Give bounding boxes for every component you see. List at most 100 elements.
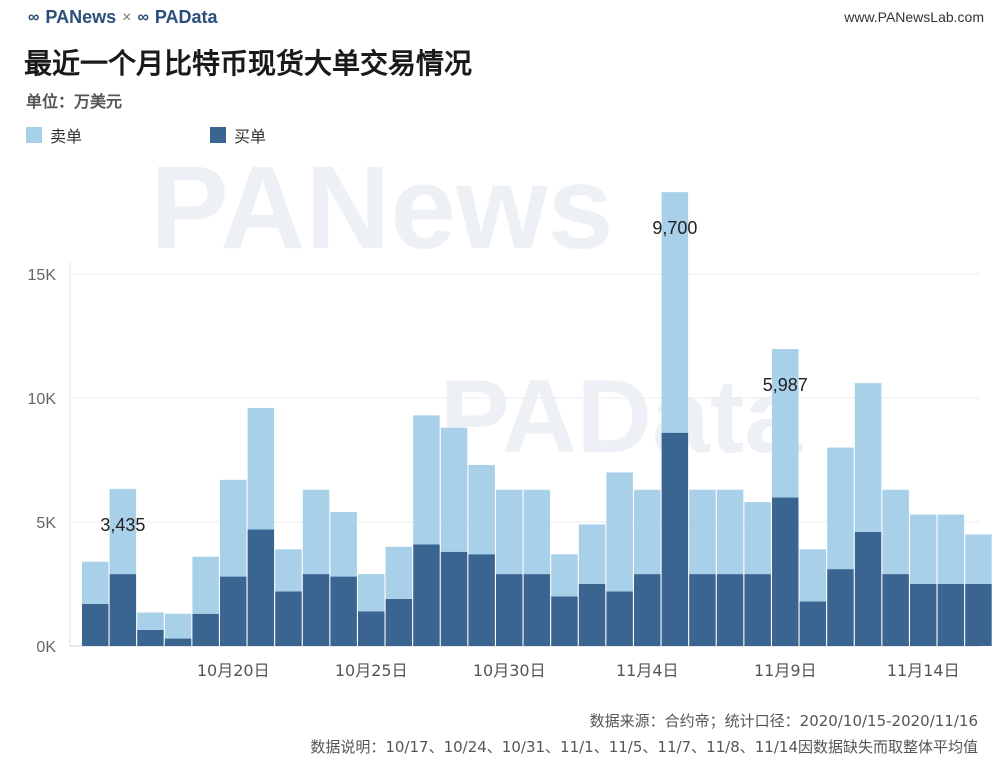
bar-buy-10/17 xyxy=(137,629,164,646)
bar-sell-11/8 xyxy=(744,502,771,575)
bar-sell-10/30 xyxy=(496,489,523,575)
bar-sell-10/20 xyxy=(220,479,247,577)
bar-sell-10/31 xyxy=(523,489,551,575)
legend-label-buy: 买单 xyxy=(234,127,267,146)
bar-sell-11/3 xyxy=(606,472,633,592)
bar-sell-11/7 xyxy=(716,489,744,575)
x-tick-label: 11月9日 xyxy=(754,661,817,680)
x-tick-label: 11月14日 xyxy=(887,661,960,680)
bar-sell-11/11 xyxy=(827,447,854,570)
bar-sell-10/21 xyxy=(247,407,275,530)
legend-swatch-buy xyxy=(210,127,226,143)
bar-buy-10/21 xyxy=(247,529,275,646)
brand: ∞ PANews × ∞ PAData xyxy=(28,7,218,28)
bar-buy-11/14 xyxy=(910,584,937,646)
bar-sell-11/9 xyxy=(772,349,799,498)
bars xyxy=(82,192,992,646)
bar-sell-10/26 xyxy=(385,546,413,599)
bar-sell-11/6 xyxy=(689,489,716,575)
bar-buy-11/12 xyxy=(854,531,882,646)
bar-sell-10/17 xyxy=(137,612,164,630)
brand-separator: × xyxy=(122,8,132,26)
bar-sell-10/18 xyxy=(164,613,192,639)
bar-sell-10/28 xyxy=(440,427,468,552)
bar-buy-11/13 xyxy=(882,574,909,646)
bar-buy-11/3 xyxy=(606,591,633,646)
site-url: www.PANewsLab.com xyxy=(844,9,984,25)
bar-sell-10/29 xyxy=(468,464,495,555)
bar-sell-11/5 xyxy=(661,192,689,433)
chart-title: 最近一个月比特币现货大单交易情况 xyxy=(24,47,473,80)
footer-source: 数据来源：合约帝；统计口径：2020/10/15-2020/11/16 xyxy=(589,712,978,730)
x-tick-label: 11月4日 xyxy=(616,661,679,680)
bar-sell-10/27 xyxy=(413,415,440,545)
bar-buy-11/2 xyxy=(578,584,606,646)
bar-sell-10/15 xyxy=(82,561,109,604)
bar-buy-10/23 xyxy=(302,574,330,646)
bar-sell-10/23 xyxy=(302,489,330,575)
bar-buy-10/28 xyxy=(440,551,468,646)
bar-buy-10/18 xyxy=(164,638,192,646)
bar-buy-10/30 xyxy=(496,574,523,646)
legend-label-sell: 卖单 xyxy=(50,127,83,146)
bar-buy-11/1 xyxy=(551,596,578,646)
bar-sell-10/19 xyxy=(192,556,219,614)
bar-sell-11/4 xyxy=(634,489,661,575)
chart-unit: 单位：万美元 xyxy=(26,92,123,111)
y-tick-label: 10K xyxy=(28,391,57,408)
data-label: 9,700 xyxy=(652,218,697,238)
bar-buy-11/8 xyxy=(744,574,771,646)
bar-sell-10/16 xyxy=(109,488,137,575)
bar-sell-10/22 xyxy=(275,549,302,592)
bar-buy-11/5 xyxy=(661,432,689,646)
bar-buy-11/6 xyxy=(689,574,716,646)
watermark-panews: PANews xyxy=(150,142,613,274)
bar-buy-10/25 xyxy=(358,611,385,646)
footer-note: 数据说明：10/17、10/24、10/31、11/1、11/5、11/7、11… xyxy=(310,738,978,756)
legend-item-buy: 买单 xyxy=(210,123,266,147)
y-axis: 0K 5K 10K 15K xyxy=(28,267,57,656)
bar-buy-11/10 xyxy=(799,601,827,646)
bar-buy-10/16 xyxy=(109,574,137,646)
brand-panews: PANews xyxy=(45,7,117,27)
bar-sell-11/14 xyxy=(910,514,937,584)
bar-buy-11/9 xyxy=(772,497,799,646)
data-labels: 3,435 9,700 5,987 xyxy=(100,218,807,535)
x-tick-label: 10月25日 xyxy=(335,661,408,680)
bar-sell-11/1 xyxy=(551,554,578,597)
y-tick-label: 5K xyxy=(36,515,56,532)
bar-sell-11/2 xyxy=(578,524,606,584)
watermark: PANews PAData xyxy=(150,142,803,475)
bar-buy-10/20 xyxy=(220,576,247,646)
panews-logo-icon: ∞ xyxy=(28,8,40,26)
bar-buy-10/26 xyxy=(385,598,413,646)
header-bar: ∞ PANews × ∞ PAData www.PANewsLab.com xyxy=(0,0,1000,34)
x-tick-label: 10月20日 xyxy=(197,661,270,680)
padata-logo-icon: ∞ xyxy=(137,8,149,26)
y-tick-label: 15K xyxy=(28,267,57,284)
x-tick-label: 10月30日 xyxy=(473,661,546,680)
bar-buy-10/31 xyxy=(523,574,551,646)
x-axis: 10月20日 10月25日 10月30日 11月4日 11月9日 11月14日 xyxy=(197,661,960,680)
bar-buy-11/15 xyxy=(937,584,965,646)
data-label: 3,435 xyxy=(100,515,145,535)
bar-sell-11/10 xyxy=(799,549,827,602)
bar-buy-11/16 xyxy=(965,584,992,646)
bar-sell-11/12 xyxy=(854,383,882,532)
bar-buy-10/29 xyxy=(468,554,495,646)
bar-buy-11/4 xyxy=(634,574,661,646)
y-tick-label: 0K xyxy=(36,639,56,656)
watermark-padata: PAData xyxy=(440,359,803,475)
bar-buy-11/11 xyxy=(827,569,854,646)
bar-buy-10/24 xyxy=(330,576,357,646)
bar-sell-10/25 xyxy=(358,574,385,612)
bar-sell-11/13 xyxy=(882,489,909,575)
legend-swatch-sell xyxy=(26,127,42,143)
bar-buy-10/15 xyxy=(82,603,109,646)
bar-buy-10/27 xyxy=(413,544,440,646)
bar-buy-10/19 xyxy=(192,613,219,646)
legend-item-sell: 卖单 xyxy=(26,123,82,147)
brand-padata: PAData xyxy=(154,7,218,27)
bar-sell-11/16 xyxy=(965,534,992,584)
